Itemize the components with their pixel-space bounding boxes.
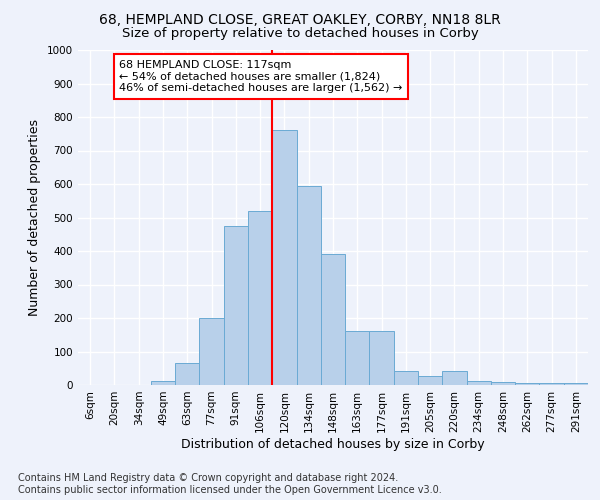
Bar [467,381,491,385]
Bar [272,130,296,385]
Bar [248,211,272,385]
Bar [539,384,564,385]
Bar [321,254,345,385]
Bar [491,382,515,385]
Y-axis label: Number of detached properties: Number of detached properties [28,119,41,316]
Text: Contains HM Land Registry data © Crown copyright and database right 2024.
Contai: Contains HM Land Registry data © Crown c… [18,474,442,495]
Bar [345,332,370,385]
Bar [564,384,588,385]
Text: 68, HEMPLAND CLOSE, GREAT OAKLEY, CORBY, NN18 8LR: 68, HEMPLAND CLOSE, GREAT OAKLEY, CORBY,… [99,12,501,26]
Text: 68 HEMPLAND CLOSE: 117sqm
← 54% of detached houses are smaller (1,824)
46% of se: 68 HEMPLAND CLOSE: 117sqm ← 54% of detac… [119,60,403,93]
Text: Size of property relative to detached houses in Corby: Size of property relative to detached ho… [122,28,478,40]
Bar [296,186,321,385]
X-axis label: Distribution of detached houses by size in Corby: Distribution of detached houses by size … [181,438,485,450]
Bar [394,371,418,385]
Bar [151,380,175,385]
Bar [199,318,224,385]
Bar [224,226,248,385]
Bar [370,332,394,385]
Bar [418,376,442,385]
Bar [442,370,467,385]
Bar [515,384,539,385]
Bar [175,363,199,385]
